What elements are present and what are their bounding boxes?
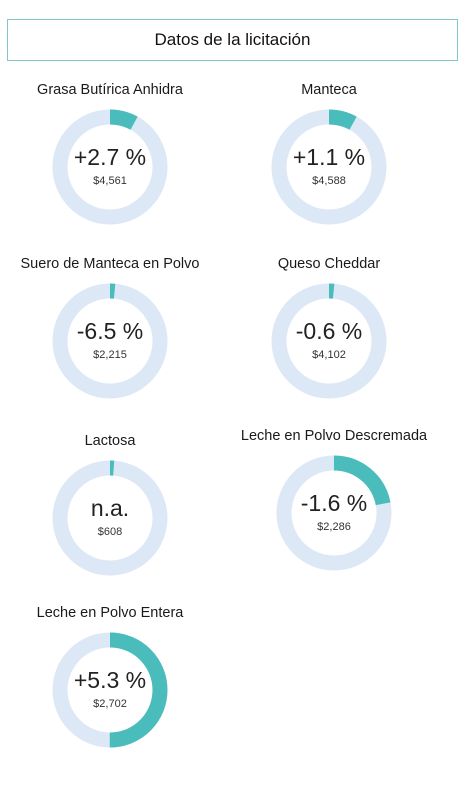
- donut-gauge: +5.3 % $2,702: [51, 631, 169, 749]
- donut-gauge: +2.7 % $4,561: [51, 108, 169, 226]
- percent-change: +5.3 %: [73, 667, 147, 693]
- card-title: Leche en Polvo Entera: [36, 605, 184, 621]
- percent-change: -0.6 %: [295, 318, 363, 344]
- card-leche-en-polvo-entera: Leche en Polvo Entera +5.3 % $2,702: [0, 605, 220, 755]
- donut-fill-arc: [271, 109, 387, 225]
- card-leche-en-polvo-descremada: Leche en Polvo Descremada -1.6 % $2,286: [224, 428, 444, 578]
- donut-ring: [271, 283, 387, 399]
- card-title: Suero de Manteca en Polvo: [20, 256, 200, 272]
- donut-fill-arc: [52, 109, 168, 225]
- percent-change: -6.5 %: [76, 318, 144, 344]
- donut-gauge: -0.6 % $4,102: [270, 282, 388, 400]
- donut-fill-arc: [276, 455, 392, 571]
- price-value: $2,286: [317, 521, 351, 533]
- price-value: $4,561: [93, 175, 127, 187]
- card-title: Manteca: [301, 82, 357, 98]
- card-queso-cheddar: Queso Cheddar -0.6 % $4,102: [219, 256, 439, 406]
- donut-gauge: +1.1 % $4,588: [270, 108, 388, 226]
- donut-fill-arc: [52, 283, 168, 399]
- card-title: Queso Cheddar: [277, 256, 381, 272]
- card-title: Lactosa: [84, 433, 136, 449]
- donut-ring: [52, 109, 168, 225]
- header-box: Datos de la licitación: [7, 19, 458, 61]
- price-value: $4,102: [312, 349, 346, 361]
- price-value: $4,588: [312, 175, 346, 187]
- card-suero-de-manteca-en-polvo: Suero de Manteca en Polvo -6.5 % $2,215: [0, 256, 220, 406]
- donut-ring: [52, 283, 168, 399]
- donut-ring: [271, 109, 387, 225]
- donut-gauge: -1.6 % $2,286: [275, 454, 393, 572]
- donut-gauge: n.a. $608: [51, 459, 169, 577]
- donut-ring: [276, 455, 392, 571]
- donut-gauge: -6.5 % $2,215: [51, 282, 169, 400]
- card-grasa-butirica-anhidra: Grasa Butírica Anhidra +2.7 % $4,561: [0, 82, 220, 232]
- price-value: $2,215: [93, 349, 127, 361]
- percent-change: -1.6 %: [300, 490, 368, 516]
- donut-ring: [52, 460, 168, 576]
- card-title: Leche en Polvo Descremada: [240, 428, 428, 444]
- percent-change: +2.7 %: [73, 144, 147, 170]
- card-manteca: Manteca +1.1 % $4,588: [219, 82, 439, 232]
- price-value: $2,702: [93, 698, 127, 710]
- card-lactosa: Lactosa n.a. $608: [0, 433, 220, 583]
- percent-change: n.a.: [90, 495, 130, 521]
- card-title: Grasa Butírica Anhidra: [37, 82, 183, 98]
- page-title: Datos de la licitación: [154, 30, 311, 49]
- percent-change: +1.1 %: [292, 144, 366, 170]
- donut-fill-arc: [52, 632, 168, 748]
- donut-ring: [52, 632, 168, 748]
- donut-fill-arc: [52, 460, 168, 576]
- donut-fill-arc: [271, 283, 387, 399]
- price-value: $608: [97, 526, 123, 538]
